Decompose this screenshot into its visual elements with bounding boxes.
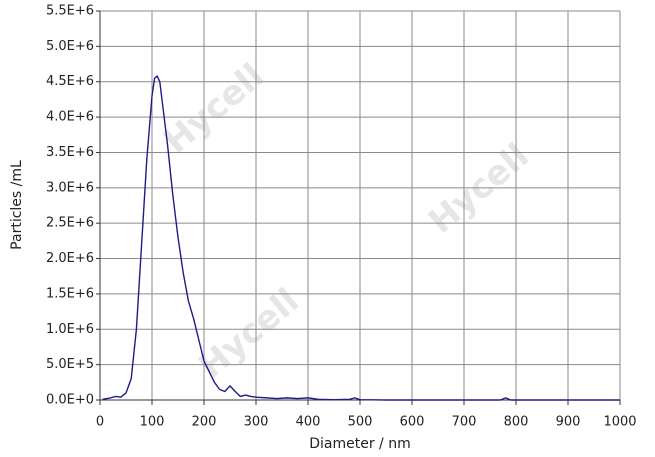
y-tick-label: 1.5E+6 [46,286,94,301]
data-line [102,75,620,401]
y-tick-label: 5.5E+6 [46,4,94,19]
watermark: Hycell [156,56,271,162]
x-tick-label: 500 [348,415,373,430]
y-tick-label: 3.0E+6 [46,180,94,195]
x-tick-label: 800 [504,415,529,430]
x-tick-label: 1000 [603,415,636,430]
x-tick-label: 600 [400,415,425,430]
x-tick-label: 200 [192,415,217,430]
y-axis-label: Particles /mL [9,160,25,250]
y-tick-label: 4.0E+6 [46,110,94,125]
y-tick-label: 4.5E+6 [46,74,94,89]
y-tick-label: 1.0E+6 [46,322,94,337]
y-tick-label: 2.0E+6 [46,251,94,266]
x-tick-label: 400 [296,415,321,430]
y-tick-label: 0.0E+0 [46,393,94,408]
x-tick-label: 300 [244,415,269,430]
x-tick-label: 100 [140,415,165,430]
y-tick-label: 2.5E+6 [46,216,94,231]
y-tick-label: 5.0E+6 [46,39,94,54]
x-tick-label: 700 [452,415,477,430]
y-tick-label: 5.0E+5 [46,357,94,372]
watermark: Hycell [421,136,536,242]
x-tick-label: 900 [556,415,581,430]
y-tick-label: 3.5E+6 [46,145,94,160]
x-tick-label: 0 [96,415,104,430]
x-axis-label: Diameter / nm [309,436,411,452]
